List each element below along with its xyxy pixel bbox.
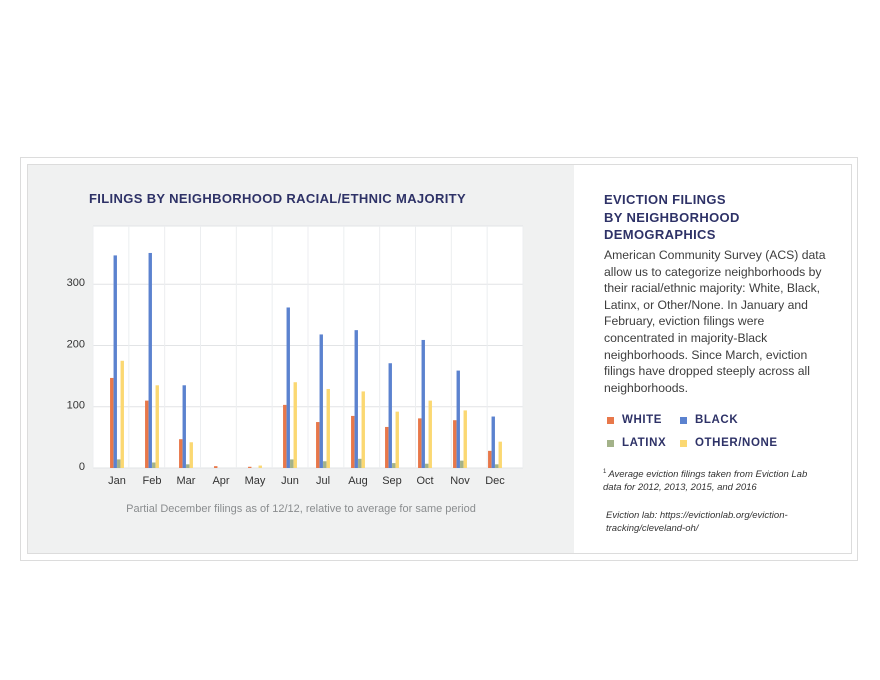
x-tick-label: Jul: [316, 475, 330, 487]
bar-white-apr: [214, 466, 218, 468]
x-tick-label: Apr: [212, 475, 229, 487]
x-tick-label: Dec: [485, 475, 505, 487]
legend-item-other: OTHER/NONE: [680, 437, 778, 449]
bar-other-none-nov: [463, 410, 467, 468]
legend-item-black: BLACK: [680, 414, 738, 426]
sidebar-title: EVICTION FILINGS BY NEIGHBORHOOD DEMOGRA…: [604, 191, 740, 244]
bar-other-none-jul: [326, 388, 330, 468]
legend-label-black: BLACK: [695, 414, 739, 426]
legend-swatch-white: [607, 416, 614, 424]
x-tick-label: Jan: [108, 475, 126, 487]
bar-other-none-mar: [189, 442, 193, 468]
bar-black-sep: [388, 363, 392, 468]
bar-latinx-jan: [117, 459, 121, 468]
source-citation: Eviction lab: https://evictionlab.org/ev…: [606, 510, 788, 534]
footnote: 1 Average eviction filings taken from Evi…: [603, 466, 825, 494]
legend-item-latinx: LATINX: [607, 437, 666, 449]
bar-white-dec: [488, 450, 492, 468]
sidebar-title-line: DEMOGRAPHICS: [604, 227, 716, 242]
bar-black-mar: [182, 385, 186, 468]
x-tick-label: Sep: [382, 475, 402, 487]
chart-note: Partial December filings as of 12/12, re…: [126, 503, 476, 515]
bar-other-none-aug: [361, 391, 365, 468]
bar-white-sep: [385, 426, 389, 468]
bar-latinx-feb: [152, 462, 156, 468]
bar-white-nov: [453, 420, 457, 468]
bar-black-jul: [319, 334, 323, 468]
bar-other-none-feb: [155, 385, 159, 468]
y-tick-label: 300: [67, 277, 85, 289]
bar-latinx-oct: [425, 463, 429, 468]
bar-white-feb: [145, 400, 149, 468]
legend-item-white: WHITE: [607, 414, 662, 426]
bar-black-feb: [148, 252, 152, 468]
x-tick-label: Jun: [281, 475, 299, 487]
bar-other-none-oct: [428, 400, 432, 468]
labels-layer: 0 100 200 300 Jan Feb Mar Apr May Jun Jul Aug Sep Oct…: [67, 277, 506, 487]
bar-latinx-dec: [495, 464, 499, 468]
y-tick-label: 0: [79, 461, 85, 473]
bar-other-none-jun: [293, 382, 297, 468]
x-tick-label: Mar: [177, 475, 196, 487]
bar-black-aug: [354, 330, 358, 468]
bar-black-nov: [456, 370, 460, 468]
bars-layer: [110, 252, 502, 468]
bar-black-oct: [421, 339, 425, 468]
bar-black-jan: [113, 255, 117, 468]
bar-white-jan: [110, 377, 114, 468]
bar-latinx-aug: [358, 458, 362, 468]
sidebar-title-line: EVICTION FILINGS: [604, 192, 726, 207]
bar-other-none-may: [258, 465, 262, 468]
bar-latinx-mar: [186, 464, 190, 468]
bar-other-none-jan: [120, 360, 124, 468]
bar-white-may: [248, 466, 252, 468]
bar-white-jul: [316, 422, 320, 468]
x-tick-label: Oct: [416, 475, 433, 487]
legend-swatch-other: [680, 439, 687, 447]
bar-white-oct: [418, 418, 422, 468]
footnote-marker: 1: [603, 469, 607, 475]
legend-swatch-latinx: [607, 439, 614, 447]
footnote-text: Average eviction filings taken from Evic…: [603, 469, 808, 493]
x-tick-label: Nov: [450, 475, 470, 487]
bar-latinx-jun: [290, 459, 294, 468]
sidebar-title-line: BY NEIGHBORHOOD: [604, 209, 740, 225]
x-tick-label: Aug: [348, 475, 368, 487]
x-tick-label: May: [245, 475, 266, 487]
bar-white-jun: [283, 404, 287, 468]
legend-label-white: WHITE: [622, 414, 663, 426]
bar-white-aug: [351, 415, 355, 468]
bar-other-none-sep: [395, 411, 399, 468]
legend-label-latinx: LATINX: [622, 437, 667, 449]
bar-latinx-jul: [323, 461, 327, 468]
bar-latinx-sep: [392, 463, 396, 468]
legend-label-other: OTHER/NONE: [695, 437, 778, 449]
y-tick-label: 200: [67, 338, 85, 350]
bar-latinx-nov: [460, 460, 464, 468]
bar-other-none-dec: [498, 441, 502, 468]
bar-white-mar: [179, 439, 183, 468]
x-tick-label: Feb: [143, 475, 162, 487]
sidebar-description: American Community Survey (ACS) data all…: [604, 248, 826, 395]
y-tick-label: 100: [67, 400, 85, 412]
bar-black-jun: [286, 307, 290, 468]
legend-swatch-black: [680, 416, 687, 424]
chart-title: FILINGS BY NEIGHBORHOOD RACIAL/ETHNIC MA…: [89, 191, 466, 206]
grid-layer: [92, 225, 524, 469]
bar-black-dec: [491, 416, 495, 468]
